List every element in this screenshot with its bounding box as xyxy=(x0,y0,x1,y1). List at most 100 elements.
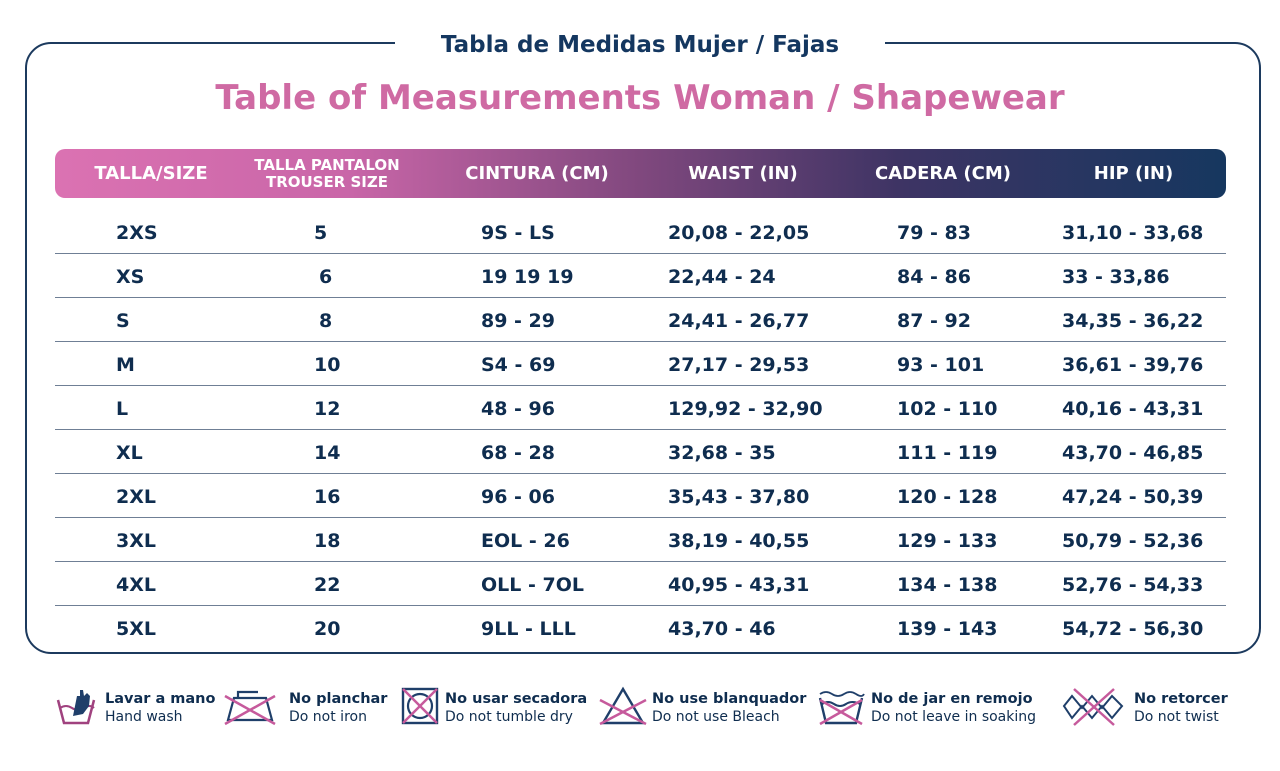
table-header: TALLA/SIZE TALLA PANTALON TROUSER SIZE C… xyxy=(55,149,1226,198)
care-item-no-twist: No retorcer Do not twist xyxy=(1060,680,1235,740)
header-waist-in: WAIST (IN) xyxy=(688,163,798,184)
title-english: Table of Measurements Woman / Shapewear xyxy=(215,78,1065,118)
header-hip-in: HIP (IN) xyxy=(1093,163,1174,184)
header-trouser-line1: TALLA PANTALON xyxy=(254,155,400,174)
cell-trouser: 14 xyxy=(314,442,341,464)
care-label-es: No de jar en remojo xyxy=(871,691,1033,707)
cell-hip-in: 54,72 - 56,30 xyxy=(1062,618,1204,640)
cell-hip-cm: 129 - 133 xyxy=(897,530,998,552)
header-trouser-size: TALLA PANTALON TROUSER SIZE xyxy=(247,149,407,198)
care-item-hand-wash: Lavar a mano Hand wash xyxy=(55,680,215,740)
cell-waist-cm: S4 - 69 xyxy=(481,354,556,376)
cell-trouser: 5 xyxy=(314,222,328,244)
table-row: 2XL 16 96 - 06 35,43 - 37,80 120 - 128 4… xyxy=(55,474,1226,518)
cell-waist-in: 35,43 - 37,80 xyxy=(668,486,810,508)
care-label-en: Do not leave in soaking xyxy=(871,709,1037,725)
care-label-en: Do not iron xyxy=(289,709,367,725)
care-label-en: Do not use Bleach xyxy=(652,709,780,725)
cell-trouser: 6 xyxy=(319,266,333,288)
header-trouser-line2: TROUSER SIZE xyxy=(265,172,389,191)
cell-size: 2XS xyxy=(116,222,158,244)
cell-hip-cm: 102 - 110 xyxy=(897,398,998,420)
cell-hip-in: 47,24 - 50,39 xyxy=(1062,486,1204,508)
care-item-no-bleach: No use blanquador Do not use Bleach xyxy=(598,680,808,740)
cell-size: 4XL xyxy=(116,574,156,596)
cell-size: 5XL xyxy=(116,618,156,640)
cell-waist-in: 22,44 - 24 xyxy=(668,266,776,288)
care-label-en: Do not tumble dry xyxy=(445,709,573,725)
cell-waist-cm: 68 - 28 xyxy=(481,442,555,464)
cell-waist-cm: EOL - 26 xyxy=(481,530,570,552)
care-label-es: No planchar xyxy=(289,691,388,707)
header-hip-cm: CADERA (CM) xyxy=(874,163,1011,184)
cell-hip-cm: 87 - 92 xyxy=(897,310,971,332)
cell-waist-in: 32,68 - 35 xyxy=(668,442,776,464)
care-item-no-soak: No de jar en remojo Do not leave in soak… xyxy=(816,680,1051,740)
cell-size: S xyxy=(116,310,130,332)
no-iron-icon xyxy=(224,690,276,726)
care-item-no-tumble-dry: No usar secadora Do not tumble dry xyxy=(400,680,590,740)
table-row: M 10 S4 - 69 27,17 - 29,53 93 - 101 36,6… xyxy=(55,342,1226,386)
care-label-en: Do not twist xyxy=(1134,709,1219,725)
cell-trouser: 12 xyxy=(314,398,341,420)
table-row: XS 6 19 19 19 22,44 - 24 84 - 86 33 - 33… xyxy=(55,254,1226,298)
cell-waist-in: 24,41 - 26,77 xyxy=(668,310,810,332)
cell-size: L xyxy=(116,398,129,420)
table-row: 5XL 20 9LL - LLL 43,70 - 46 139 - 143 54… xyxy=(55,606,1226,649)
cell-trouser: 22 xyxy=(314,574,341,596)
cell-waist-cm: 9S - LS xyxy=(481,222,555,244)
cell-hip-in: 36,61 - 39,76 xyxy=(1062,354,1204,376)
cell-size: M xyxy=(116,354,135,376)
cell-trouser: 16 xyxy=(314,486,341,508)
care-label-en: Hand wash xyxy=(105,709,183,725)
no-bleach-icon xyxy=(599,686,647,726)
cell-hip-in: 52,76 - 54,33 xyxy=(1062,574,1204,596)
cell-hip-cm: 139 - 143 xyxy=(897,618,998,640)
cell-size: XL xyxy=(116,442,143,464)
cell-waist-cm: 48 - 96 xyxy=(481,398,555,420)
cell-waist-cm: 9LL - LLL xyxy=(481,618,576,640)
cell-waist-in: 129,92 - 32,90 xyxy=(668,398,823,420)
table-row: 2XS 5 9S - LS 20,08 - 22,05 79 - 83 31,1… xyxy=(55,210,1226,254)
cell-size: XS xyxy=(116,266,145,288)
cell-trouser: 20 xyxy=(314,618,341,640)
table-row: 3XL 18 EOL - 26 38,19 - 40,55 129 - 133 … xyxy=(55,518,1226,562)
header-waist-cm: CINTURA (CM) xyxy=(465,163,609,184)
cell-hip-cm: 120 - 128 xyxy=(897,486,998,508)
hand-wash-icon xyxy=(56,690,96,725)
cell-waist-in: 38,19 - 40,55 xyxy=(668,530,810,552)
cell-hip-in: 33 - 33,86 xyxy=(1062,266,1170,288)
no-twist-icon xyxy=(1062,688,1124,726)
cell-hip-in: 34,35 - 36,22 xyxy=(1062,310,1204,332)
care-label-es: No retorcer xyxy=(1134,691,1228,707)
cell-hip-cm: 84 - 86 xyxy=(897,266,971,288)
table-row: XL 14 68 - 28 32,68 - 35 111 - 119 43,70… xyxy=(55,430,1226,474)
cell-hip-in: 43,70 - 46,85 xyxy=(1062,442,1204,464)
care-label-es: No usar secadora xyxy=(445,691,588,707)
cell-hip-in: 50,79 - 52,36 xyxy=(1062,530,1204,552)
care-label-es: No use blanquador xyxy=(652,691,807,707)
table-row: 4XL 22 OLL - 7OL 40,95 - 43,31 134 - 138… xyxy=(55,562,1226,606)
cell-waist-cm: 89 - 29 xyxy=(481,310,555,332)
table-row: S 8 89 - 29 24,41 - 26,77 87 - 92 34,35 … xyxy=(55,298,1226,342)
cell-hip-cm: 93 - 101 xyxy=(897,354,985,376)
table-row: L 12 48 - 96 129,92 - 32,90 102 - 110 40… xyxy=(55,386,1226,430)
cell-hip-cm: 79 - 83 xyxy=(897,222,971,244)
care-label-es: Lavar a mano xyxy=(105,691,216,707)
care-item-no-iron: No planchar Do not iron xyxy=(222,680,392,740)
cell-hip-cm: 134 - 138 xyxy=(897,574,998,596)
no-tumble-dry-icon xyxy=(401,687,439,725)
cell-trouser: 8 xyxy=(319,310,333,332)
no-soak-icon xyxy=(818,691,865,726)
cell-hip-in: 40,16 - 43,31 xyxy=(1062,398,1204,420)
cell-waist-in: 20,08 - 22,05 xyxy=(668,222,810,244)
cell-waist-in: 27,17 - 29,53 xyxy=(668,354,810,376)
title-spanish: Tabla de Medidas Mujer / Fajas xyxy=(395,28,885,62)
cell-size: 2XL xyxy=(116,486,156,508)
cell-waist-cm: 19 19 19 xyxy=(481,266,574,288)
cell-waist-cm: 96 - 06 xyxy=(481,486,555,508)
cell-trouser: 10 xyxy=(314,354,341,376)
cell-waist-in: 40,95 - 43,31 xyxy=(668,574,810,596)
cell-hip-in: 31,10 - 33,68 xyxy=(1062,222,1204,244)
cell-trouser: 18 xyxy=(314,530,341,552)
